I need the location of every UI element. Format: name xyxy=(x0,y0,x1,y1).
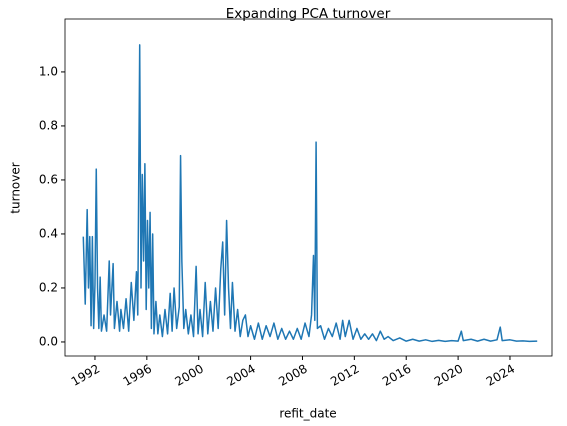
x-tick-label: 1996 xyxy=(121,362,154,389)
x-tick-label: 2008 xyxy=(276,362,309,389)
y-tick-label: 0.4 xyxy=(39,226,58,240)
line xyxy=(82,44,538,343)
x-tick-label: 1992 xyxy=(69,362,102,389)
chart-title: Expanding PCA turnover xyxy=(226,6,391,22)
y-tick-label: 0.0 xyxy=(39,334,58,348)
y-tick-label: 0.2 xyxy=(39,280,58,294)
x-tick-label: 2016 xyxy=(380,362,413,389)
x-tick-label: 2004 xyxy=(224,362,257,389)
x-axis-label: refit_date xyxy=(279,407,336,421)
y-tick-label: 1.0 xyxy=(39,64,58,78)
y-tick-label: 0.6 xyxy=(39,172,58,186)
x-tick-label: 2012 xyxy=(328,362,361,389)
x-tick-label: 2000 xyxy=(173,362,206,389)
y-axis-label: turnover xyxy=(9,162,23,213)
x-tick-label: 2020 xyxy=(432,362,465,389)
x-tick-label: 2024 xyxy=(484,362,517,389)
plot-frame xyxy=(64,18,553,357)
y-tick-label: 0.8 xyxy=(39,118,58,132)
